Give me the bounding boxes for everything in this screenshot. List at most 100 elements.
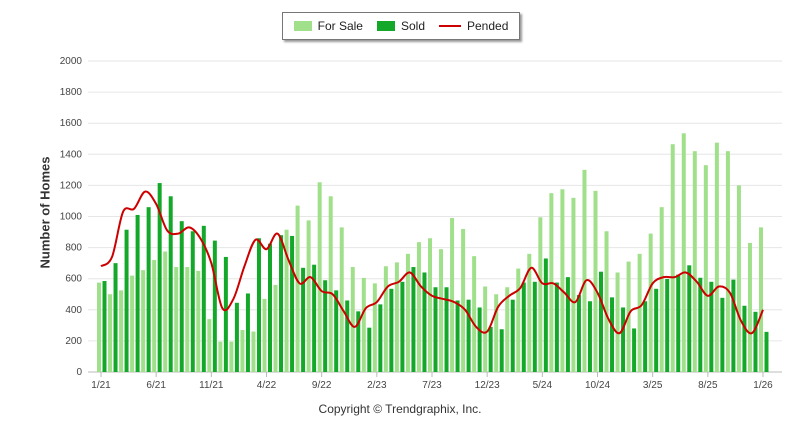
- for-sale-bar: [317, 182, 322, 372]
- for-sale-bar: [648, 233, 653, 372]
- sold-bar: [477, 307, 482, 372]
- sold-bar: [632, 328, 637, 372]
- sold-bar: [665, 279, 670, 372]
- sold-bar: [245, 293, 250, 372]
- sold-bar: [676, 274, 681, 372]
- legend-label: Sold: [400, 19, 425, 33]
- sold-bar: [698, 277, 703, 372]
- for-sale-bar: [405, 253, 410, 372]
- for-sale-bar: [681, 133, 686, 372]
- y-tick-label: 200: [65, 336, 82, 347]
- x-tick-label: 5/24: [533, 380, 553, 391]
- sold-bar: [234, 302, 239, 372]
- for-sale-bar: [516, 268, 521, 372]
- legend-item-sold[interactable]: Sold: [376, 19, 425, 33]
- legend-item-for-sale[interactable]: For Sale: [293, 19, 363, 33]
- for-sale-bar: [703, 165, 708, 372]
- y-tick-label: 800: [65, 243, 82, 254]
- sold-bar: [643, 301, 648, 372]
- pended-line: [100, 190, 764, 335]
- for-sale-bar: [229, 341, 234, 372]
- y-tick-label: 1800: [60, 87, 83, 98]
- for-sale-bar: [483, 286, 488, 372]
- sold-bar: [488, 326, 493, 372]
- for-sale-bar: [527, 253, 532, 372]
- sold-bar: [113, 263, 118, 372]
- sold-bar: [587, 301, 592, 372]
- sold-bar: [212, 240, 217, 372]
- sold-bar: [279, 235, 284, 372]
- sold-bar: [444, 287, 449, 372]
- for-sale-bar: [328, 196, 333, 372]
- for-sale-bar: [185, 267, 190, 372]
- for-sale-bar: [571, 197, 576, 372]
- sold-bar: [621, 307, 626, 372]
- sold-bar: [334, 290, 339, 372]
- for-sale-bar: [416, 242, 421, 372]
- y-tick-label: 2000: [60, 56, 83, 67]
- sold-bar: [201, 225, 206, 372]
- sold-bar: [510, 299, 515, 372]
- for-sale-bar: [747, 242, 752, 372]
- for-sale-bar: [119, 290, 124, 372]
- for-sale-bar: [637, 253, 642, 372]
- for-sale-bar: [394, 262, 399, 372]
- sold-bar: [764, 331, 769, 372]
- sold-bar: [599, 271, 603, 372]
- for-sale-bar: [251, 331, 256, 372]
- for-sale-bar: [428, 238, 432, 372]
- for-sale-bar: [361, 277, 366, 372]
- for-sale-bar: [538, 217, 543, 372]
- y-tick-label: 0: [76, 367, 82, 378]
- sold-bar: [709, 281, 714, 372]
- legend-item-pended[interactable]: Pended: [439, 19, 508, 33]
- copyright: Copyright © Trendgraphix, Inc.: [318, 402, 482, 416]
- sold-bar: [654, 288, 659, 372]
- sold-bar: [179, 221, 184, 372]
- for-sale-bar: [593, 190, 598, 372]
- for-sale-bar: [615, 272, 620, 372]
- x-tick-label: 9/22: [312, 380, 332, 391]
- for-sale-bar: [450, 218, 455, 372]
- for-sale-swatch: [293, 21, 312, 31]
- sold-bar: [521, 282, 526, 372]
- x-tick-label: 8/25: [698, 380, 718, 391]
- sold-bar: [135, 214, 140, 372]
- for-sale-bar: [670, 144, 675, 372]
- sold-bar: [753, 311, 758, 372]
- x-tick-label: 2/23: [367, 380, 387, 391]
- x-tick-label: 4/22: [257, 380, 277, 391]
- y-tick-label: 1000: [60, 212, 83, 223]
- sold-swatch: [376, 21, 395, 31]
- for-sale-bar: [240, 330, 245, 372]
- sold-bar: [720, 297, 725, 372]
- y-tick-label: 1600: [60, 118, 83, 129]
- for-sale-bar: [163, 251, 168, 372]
- for-sale-bar: [725, 151, 730, 372]
- sold-bar: [389, 288, 394, 372]
- for-sale-bar: [284, 229, 289, 372]
- x-tick-label: 12/23: [475, 380, 500, 391]
- for-sale-bar: [560, 189, 565, 372]
- for-sale-bar: [97, 282, 101, 372]
- for-sale-bar: [383, 266, 388, 372]
- sold-bar: [223, 256, 228, 372]
- sold-bar: [400, 281, 405, 372]
- for-sale-bar: [108, 294, 113, 372]
- sold-bar: [378, 304, 383, 372]
- sold-bar: [102, 281, 107, 372]
- x-tick-label: 6/21: [146, 380, 166, 391]
- for-sale-bar: [174, 267, 179, 372]
- y-tick-label: 600: [65, 274, 82, 285]
- legend: For Sale Sold Pended: [282, 12, 520, 40]
- sold-bar: [190, 231, 195, 372]
- sold-bar: [356, 311, 361, 372]
- for-sale-bar: [152, 260, 157, 372]
- for-sale-bar: [736, 185, 741, 372]
- x-tick-label: 1/26: [753, 380, 773, 391]
- for-sale-bar: [196, 270, 201, 372]
- for-sale-bar: [461, 228, 466, 372]
- for-sale-bar: [141, 270, 146, 372]
